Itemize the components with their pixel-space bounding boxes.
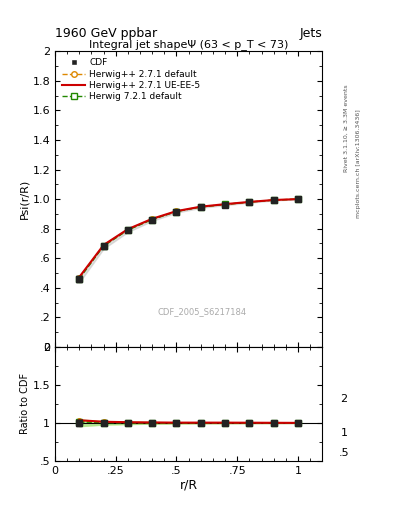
Legend: CDF, Herwig++ 2.7.1 default, Herwig++ 2.7.1 UE-EE-5, Herwig 7.2.1 default: CDF, Herwig++ 2.7.1 default, Herwig++ 2.… xyxy=(59,56,203,104)
Y-axis label: Ratio to CDF: Ratio to CDF xyxy=(20,373,30,435)
Text: 1: 1 xyxy=(340,428,347,438)
Text: CDF_2005_S6217184: CDF_2005_S6217184 xyxy=(158,307,246,316)
Text: mcplots.cern.ch [arXiv:1306.3436]: mcplots.cern.ch [arXiv:1306.3436] xyxy=(356,110,361,218)
Text: Rivet 3.1.10, ≥ 3.3M events: Rivet 3.1.10, ≥ 3.3M events xyxy=(344,84,349,172)
X-axis label: r/R: r/R xyxy=(180,478,198,492)
Y-axis label: Psi(r/R): Psi(r/R) xyxy=(20,179,29,219)
Text: .5: .5 xyxy=(338,448,349,458)
Title: Integral jet shapeΨ (63 < p_T < 73): Integral jet shapeΨ (63 < p_T < 73) xyxy=(89,39,288,50)
Text: 2: 2 xyxy=(340,394,347,404)
Text: Jets: Jets xyxy=(299,27,322,40)
Text: 1960 GeV ppbar: 1960 GeV ppbar xyxy=(55,27,157,40)
